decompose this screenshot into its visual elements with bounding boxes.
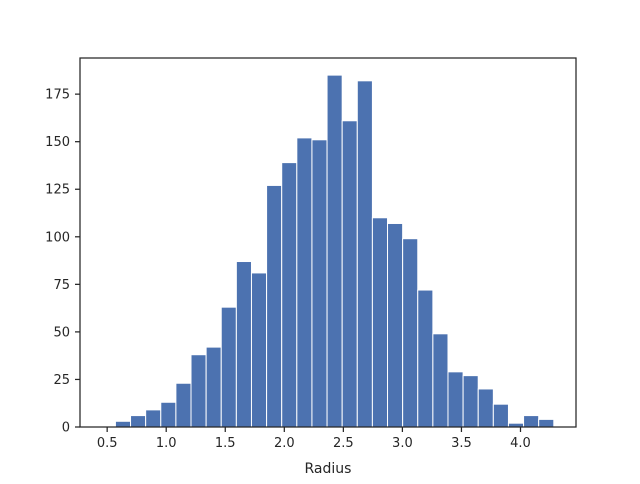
histogram-bar bbox=[250, 272, 268, 428]
y-tick-label: 125 bbox=[45, 183, 70, 198]
histogram-bar bbox=[130, 415, 147, 428]
x-axis-label: Radius bbox=[305, 461, 352, 477]
histogram-bar bbox=[281, 162, 298, 428]
y-tick-label: 0 bbox=[62, 421, 70, 436]
histogram-bar bbox=[145, 409, 162, 428]
x-tick-label: 2.5 bbox=[333, 436, 354, 451]
histogram-bar bbox=[114, 420, 132, 428]
x-tick-label: 1.0 bbox=[156, 436, 177, 451]
y-tick-label: 150 bbox=[45, 135, 70, 150]
histogram-bar bbox=[523, 415, 540, 428]
histogram-bar bbox=[402, 238, 419, 428]
histogram-bar bbox=[220, 306, 237, 428]
histogram-bar bbox=[447, 371, 464, 428]
histogram-bar bbox=[311, 139, 328, 428]
histogram-bar bbox=[492, 403, 509, 428]
histogram-bar bbox=[371, 217, 389, 428]
axes-frame bbox=[79, 57, 577, 428]
histogram-bar bbox=[235, 261, 252, 428]
histogram-bar bbox=[326, 74, 343, 428]
histogram-bar bbox=[538, 418, 555, 428]
histogram-bar bbox=[341, 120, 358, 428]
y-tick-label: 175 bbox=[45, 88, 70, 103]
y-tick-label: 75 bbox=[53, 278, 70, 293]
histogram-bar bbox=[356, 80, 373, 428]
ticks-layer: 0.5 1.0 1.5 2.0 2.5 3.0 3.5 4.0 0 25 50 75 100 125 150… bbox=[45, 88, 531, 451]
histogram-bar bbox=[296, 137, 313, 428]
y-tick-label: 25 bbox=[53, 373, 70, 388]
histogram-bar bbox=[175, 382, 192, 428]
histogram-bar bbox=[462, 375, 479, 428]
histogram-bar bbox=[266, 184, 283, 428]
x-tick-label: 3.5 bbox=[451, 436, 472, 451]
x-tick-label: 4.0 bbox=[510, 436, 531, 451]
bars-layer bbox=[114, 74, 555, 428]
histogram-bar bbox=[190, 354, 207, 428]
x-tick-label: 2.0 bbox=[274, 436, 295, 451]
x-tick-label: 0.5 bbox=[97, 436, 118, 451]
axes-layer bbox=[79, 57, 577, 428]
histogram-bar bbox=[417, 289, 434, 428]
y-tick-label: 50 bbox=[53, 325, 70, 340]
x-tick-label: 1.5 bbox=[215, 436, 236, 451]
histogram-bar bbox=[205, 346, 222, 428]
histogram-bar bbox=[432, 333, 449, 428]
x-tick-label: 3.0 bbox=[392, 436, 413, 451]
histogram-bar bbox=[160, 401, 177, 428]
y-tick-label: 100 bbox=[45, 230, 70, 245]
histogram-bar bbox=[477, 388, 494, 428]
histogram-bar bbox=[387, 222, 404, 428]
